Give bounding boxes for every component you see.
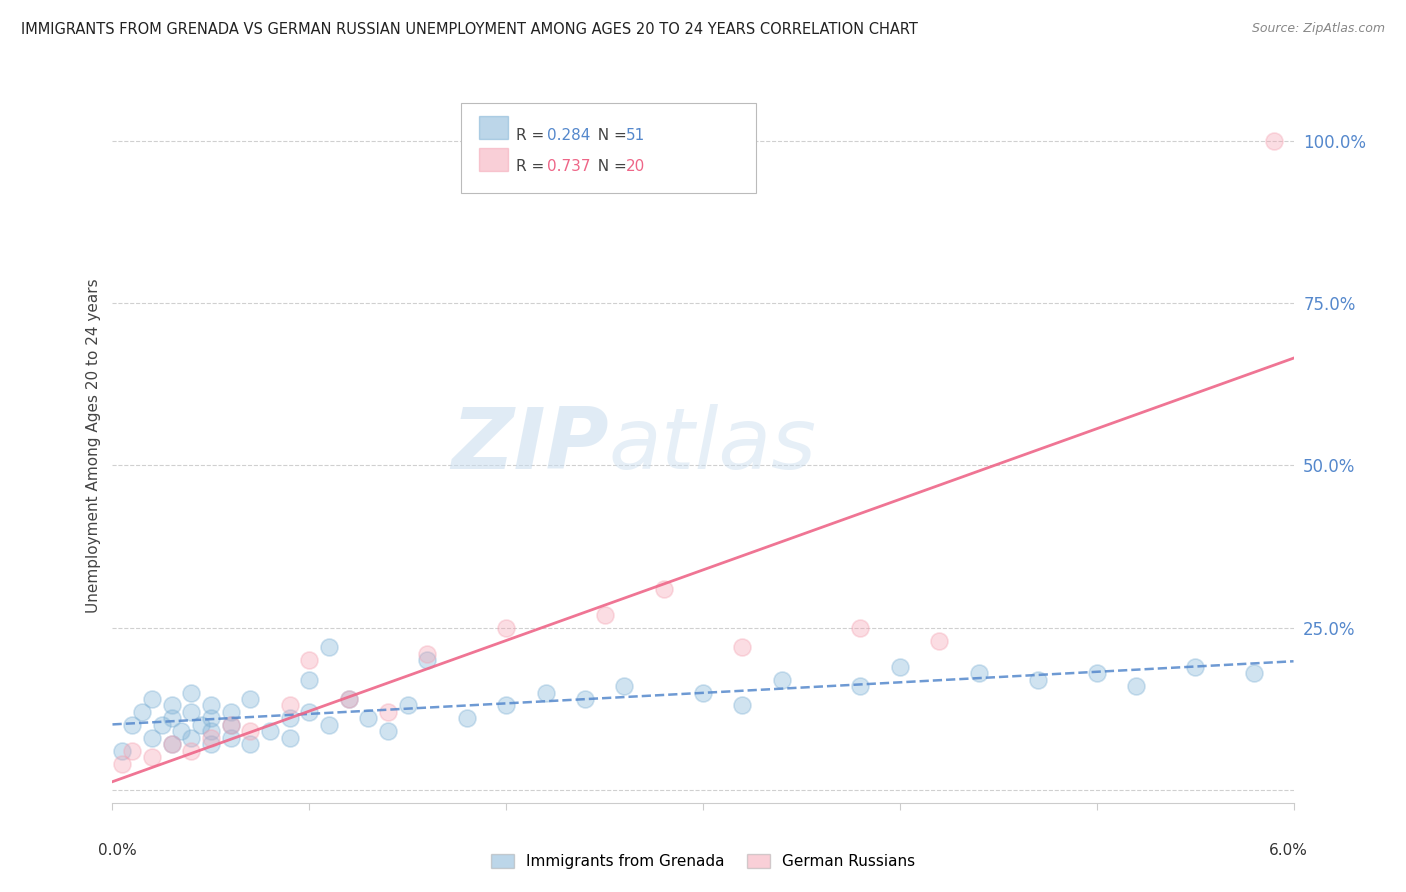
Point	[141, 692, 163, 706]
Point	[180, 731, 202, 745]
Point	[141, 750, 163, 764]
Point	[298, 653, 321, 667]
Point	[534, 685, 557, 699]
Y-axis label: Unemployment Among Ages 20 to 24 years: Unemployment Among Ages 20 to 24 years	[86, 278, 101, 614]
Point	[278, 711, 301, 725]
Point	[219, 705, 242, 719]
Point	[298, 705, 321, 719]
Point	[770, 673, 793, 687]
Point	[967, 666, 990, 681]
Text: IMMIGRANTS FROM GRENADA VS GERMAN RUSSIAN UNEMPLOYMENT AMONG AGES 20 TO 24 YEARS: IMMIGRANTS FROM GRENADA VS GERMAN RUSSIA…	[21, 22, 918, 37]
Point	[593, 607, 616, 622]
Point	[111, 744, 134, 758]
Point	[278, 698, 301, 713]
Point	[416, 653, 439, 667]
Point	[416, 647, 439, 661]
Point	[121, 718, 143, 732]
FancyBboxPatch shape	[461, 103, 756, 193]
Point	[377, 705, 399, 719]
Point	[377, 724, 399, 739]
Point	[278, 731, 301, 745]
Point	[849, 679, 872, 693]
Point	[200, 731, 222, 745]
Point	[180, 744, 202, 758]
Point	[150, 718, 173, 732]
Point	[1243, 666, 1265, 681]
Point	[219, 731, 242, 745]
Point	[692, 685, 714, 699]
Point	[495, 698, 517, 713]
Point	[495, 621, 517, 635]
Point	[318, 640, 340, 654]
Point	[200, 711, 222, 725]
Point	[1085, 666, 1108, 681]
Point	[190, 718, 212, 732]
Text: 0.0%: 0.0%	[98, 843, 138, 858]
Point	[889, 659, 911, 673]
Point	[259, 724, 281, 739]
Point	[396, 698, 419, 713]
Point	[111, 756, 134, 771]
Point	[613, 679, 636, 693]
Point	[180, 685, 202, 699]
Point	[849, 621, 872, 635]
Text: 6.0%: 6.0%	[1268, 843, 1308, 858]
Point	[239, 724, 262, 739]
Point	[200, 698, 222, 713]
Text: 51: 51	[626, 128, 645, 143]
Point	[456, 711, 478, 725]
Point	[131, 705, 153, 719]
Point	[170, 724, 193, 739]
Point	[200, 724, 222, 739]
Point	[298, 673, 321, 687]
Point	[160, 698, 183, 713]
Text: 0.737: 0.737	[547, 159, 591, 174]
Point	[574, 692, 596, 706]
Point	[652, 582, 675, 596]
Point	[318, 718, 340, 732]
Point	[141, 731, 163, 745]
Point	[239, 738, 262, 752]
Text: 20: 20	[626, 159, 645, 174]
Point	[160, 738, 183, 752]
Legend: Immigrants from Grenada, German Russians: Immigrants from Grenada, German Russians	[485, 848, 921, 875]
FancyBboxPatch shape	[478, 116, 508, 139]
Point	[160, 711, 183, 725]
Point	[219, 718, 242, 732]
Point	[1026, 673, 1049, 687]
Text: N =: N =	[589, 159, 633, 174]
Point	[200, 738, 222, 752]
Point	[731, 698, 754, 713]
Text: 0.284: 0.284	[547, 128, 591, 143]
Text: R =: R =	[516, 159, 550, 174]
Point	[357, 711, 380, 725]
Text: N =: N =	[589, 128, 633, 143]
Point	[337, 692, 360, 706]
Text: R =: R =	[516, 128, 550, 143]
Text: ZIP: ZIP	[451, 404, 609, 488]
Point	[928, 633, 950, 648]
Point	[121, 744, 143, 758]
Text: Source: ZipAtlas.com: Source: ZipAtlas.com	[1251, 22, 1385, 36]
FancyBboxPatch shape	[478, 148, 508, 170]
Point	[337, 692, 360, 706]
Point	[219, 718, 242, 732]
Point	[731, 640, 754, 654]
Point	[1184, 659, 1206, 673]
Point	[180, 705, 202, 719]
Point	[1125, 679, 1147, 693]
Point	[239, 692, 262, 706]
Point	[160, 738, 183, 752]
Text: atlas: atlas	[609, 404, 817, 488]
Point	[1263, 134, 1285, 148]
